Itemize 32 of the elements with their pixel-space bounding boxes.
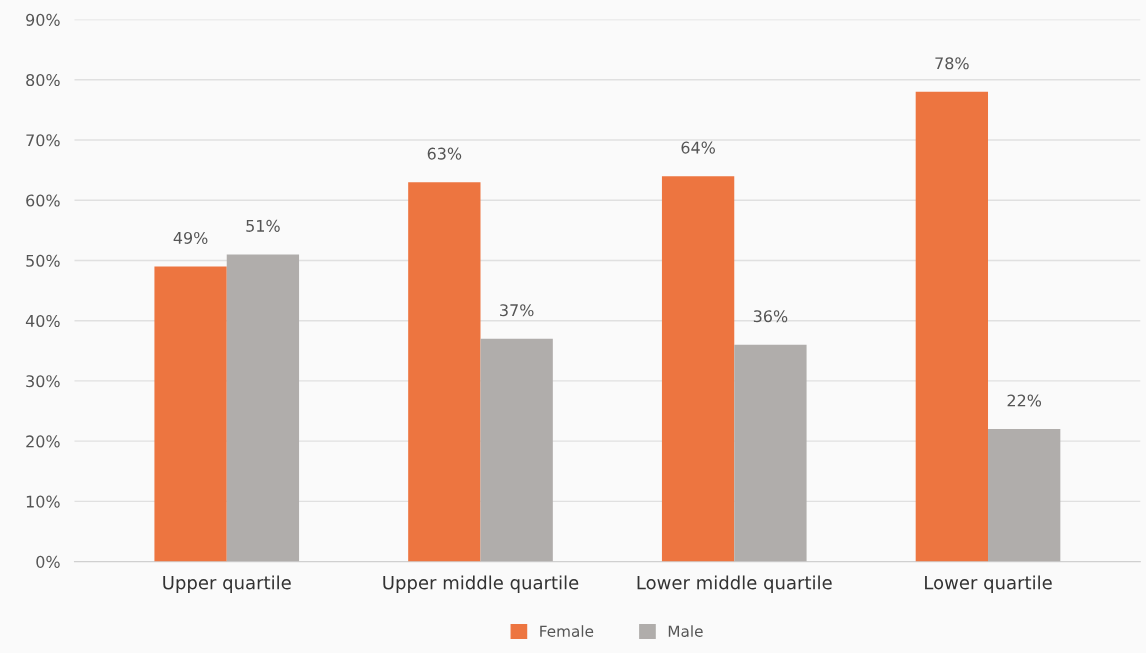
bar (915, 91, 989, 562)
y-tick-label: 30% (26, 375, 60, 388)
bar (154, 266, 227, 562)
x-tick-label: Upper middle quartile (383, 575, 579, 593)
data-label: 51% (246, 219, 280, 232)
y-tick-label: 40% (25, 314, 60, 327)
y-tick-label: 80% (26, 74, 60, 87)
bar (226, 254, 300, 562)
x-tick-label: Lower quartile (925, 575, 1052, 593)
data-label: 49% (173, 231, 208, 244)
data-label: 63% (427, 147, 462, 160)
data-label: 36% (753, 310, 788, 323)
data-label: 64% (681, 141, 715, 154)
y-tick-label: 90% (26, 13, 60, 26)
data-label: 37% (500, 304, 534, 317)
x-tick-label: Upper quartile (163, 575, 291, 593)
y-tick-label: 70% (26, 134, 60, 147)
x-tick-label: Lower middle quartile (637, 575, 832, 593)
bar (734, 344, 807, 562)
y-tick-label: 60% (26, 194, 60, 207)
y-tick-label: 10% (26, 495, 60, 508)
data-label: 22% (1007, 394, 1042, 407)
y-tick-label: 20% (26, 435, 60, 448)
y-tick-label: 0% (36, 555, 60, 568)
bar (988, 429, 1061, 562)
bar (408, 182, 481, 562)
data-label: 78% (935, 57, 969, 70)
legend-label: Female (540, 625, 594, 638)
legend-label: Male (668, 625, 703, 638)
y-tick-label: 50% (26, 254, 60, 267)
bar (661, 176, 735, 562)
bar (480, 338, 553, 562)
